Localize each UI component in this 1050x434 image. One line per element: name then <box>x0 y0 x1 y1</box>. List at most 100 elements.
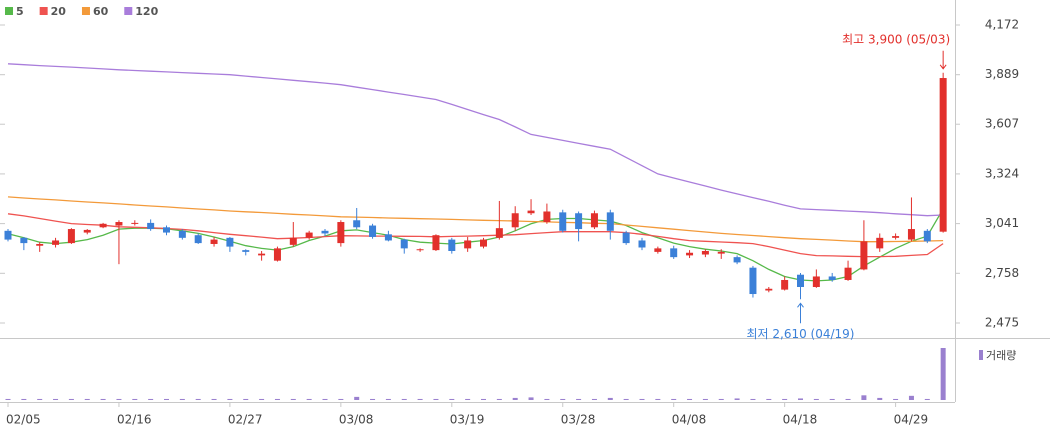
volume-bar <box>623 398 629 400</box>
volume-bar <box>322 398 328 400</box>
y-tick-label: 2,475 <box>985 316 1019 330</box>
candle-body <box>939 78 947 232</box>
legend-swatch <box>81 7 90 15</box>
candle-body <box>638 240 646 248</box>
candle-body <box>36 243 44 246</box>
x-tick-label: 02/27 <box>228 413 263 427</box>
candle-body <box>495 228 503 238</box>
volume-bar <box>68 398 74 400</box>
x-tick-label: 04/29 <box>894 413 929 427</box>
candle-body <box>163 227 170 233</box>
x-tick-label: 03/28 <box>561 413 596 427</box>
candle-body <box>654 248 662 252</box>
candle-body <box>701 251 709 255</box>
volume-bar <box>687 398 693 400</box>
volume-bar <box>227 398 233 400</box>
volume-bar <box>338 398 344 400</box>
candle-body <box>289 237 297 245</box>
y-tick-label: 3,607 <box>985 117 1019 131</box>
volume-bar <box>528 397 534 400</box>
candle-body <box>733 257 741 263</box>
volume-bar <box>655 398 661 400</box>
legend-swatch <box>5 7 13 15</box>
candle-body <box>892 236 900 238</box>
volume-bar <box>53 398 59 400</box>
volume-bar <box>671 398 677 400</box>
candle-body <box>670 248 678 258</box>
volume-bar <box>845 398 851 400</box>
volume-bar <box>148 398 154 400</box>
candle-body <box>860 241 868 270</box>
candle-body <box>178 230 186 238</box>
candle-body <box>115 222 123 226</box>
volume-bar <box>861 395 867 400</box>
volume-bar <box>481 398 486 400</box>
candle-body <box>480 239 487 247</box>
legend-label: 20 <box>51 5 67 18</box>
candle-body <box>464 240 472 249</box>
candle-body <box>622 232 630 244</box>
candle-body <box>99 223 107 228</box>
candle-body <box>147 222 155 230</box>
volume-bar <box>116 398 122 400</box>
volume-bar <box>560 398 566 400</box>
y-tick-label: 4,172 <box>985 18 1019 32</box>
volume-bar <box>877 397 883 400</box>
candle-body <box>511 213 519 228</box>
candle-body <box>384 234 392 241</box>
legend-label: 120 <box>135 5 158 18</box>
y-tick-label: 3,324 <box>985 166 1019 180</box>
volume-bar <box>750 398 756 400</box>
x-tick-label: 03/19 <box>450 413 485 427</box>
candle-body <box>273 248 281 261</box>
annotation-arrow <box>797 302 804 324</box>
candle-body <box>543 211 551 223</box>
y-tick-label: 3,889 <box>985 67 1019 81</box>
volume-bar <box>211 398 217 400</box>
annotation-text: 최저 2,610 (04/19) <box>746 327 854 341</box>
candle-body <box>749 267 757 295</box>
candle-body <box>717 251 725 254</box>
volume-bar <box>782 398 788 400</box>
candle-body <box>400 239 408 249</box>
candle-body <box>416 249 424 251</box>
candle-body <box>606 212 614 231</box>
moving-average-line <box>7 63 944 217</box>
candle-body <box>876 237 884 249</box>
candle-body <box>590 213 598 228</box>
y-tick-label: 2,758 <box>985 266 1019 280</box>
x-tick-label: 03/08 <box>339 413 374 427</box>
volume-legend-label: 거래량 <box>986 349 1016 362</box>
volume-bar <box>607 397 613 400</box>
legend-swatch <box>124 7 133 15</box>
volume-bar <box>164 398 169 400</box>
candle-body <box>923 230 931 242</box>
volume-bar <box>37 398 43 400</box>
candle-body <box>4 230 12 240</box>
volume-bar <box>417 398 423 400</box>
volume-bar <box>195 398 201 400</box>
volume-bar <box>813 398 819 400</box>
volume-bar <box>449 398 455 400</box>
candle-body <box>353 220 361 228</box>
candle-body <box>907 229 915 240</box>
candle-body <box>258 253 266 256</box>
volume-bar <box>576 398 582 400</box>
candle-body <box>194 235 202 244</box>
volume-bar <box>718 398 724 400</box>
volume-legend-swatch <box>979 350 983 360</box>
candle-body <box>812 276 820 288</box>
candle-body <box>844 267 852 280</box>
volume-bar <box>84 398 90 400</box>
volume-bar <box>385 398 391 400</box>
annotation-arrow <box>939 50 947 70</box>
volume-bar <box>179 398 185 400</box>
candle-body <box>686 252 694 256</box>
candle-body <box>369 225 377 237</box>
volume-bar <box>354 396 360 400</box>
legend-label: 60 <box>93 5 109 18</box>
candle-body <box>242 250 250 252</box>
volume-bar <box>496 398 502 400</box>
candle-body <box>575 213 583 230</box>
